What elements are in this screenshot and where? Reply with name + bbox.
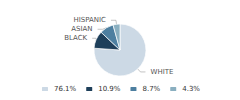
svg-text:BLACK: BLACK <box>64 34 87 42</box>
svg-text:76.1%: 76.1% <box>54 85 77 93</box>
svg-text:HISPANIC: HISPANIC <box>73 16 106 24</box>
svg-text:10.9%: 10.9% <box>98 85 121 93</box>
svg-text:8.7%: 8.7% <box>142 85 160 93</box>
svg-text:WHITE: WHITE <box>150 68 173 76</box>
svg-text:4.3%: 4.3% <box>182 85 200 93</box>
svg-text:ASIAN: ASIAN <box>71 25 92 33</box>
